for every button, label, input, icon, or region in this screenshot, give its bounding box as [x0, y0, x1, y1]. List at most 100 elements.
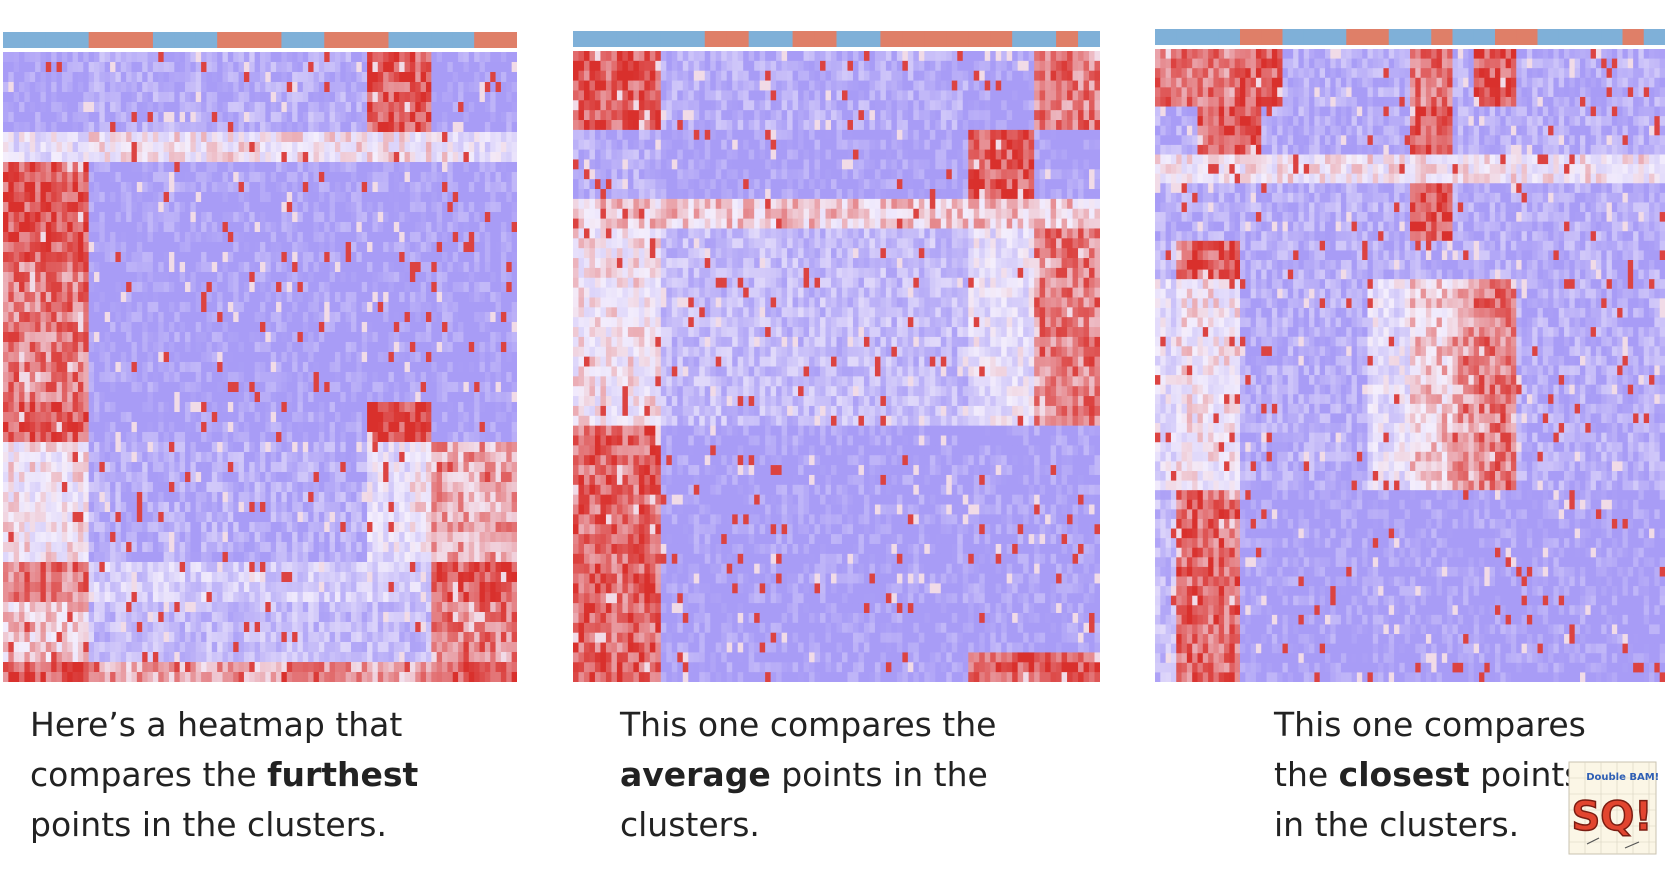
heatmap-cell: [110, 262, 116, 273]
heatmap-cell: [308, 482, 314, 493]
heatmap-cell: [185, 382, 191, 393]
heatmap-cell: [120, 522, 127, 533]
heatmap-cell: [56, 242, 63, 253]
heatmap-cell: [388, 312, 395, 323]
heatmap-row: [3, 362, 517, 373]
heatmap-cell: [388, 412, 395, 423]
heatmap-cell: [3, 212, 9, 223]
heatmap-cell: [420, 512, 427, 523]
heatmap-cell: [334, 532, 341, 543]
heatmap-cell: [233, 412, 239, 423]
heatmap-cell: [120, 232, 127, 243]
heatmap-cell: [67, 272, 73, 283]
heatmap-cell: [383, 132, 389, 143]
heatmap-cell: [254, 152, 261, 163]
heatmap-cell: [474, 122, 480, 133]
heatmap-cell: [72, 172, 79, 183]
heatmap-cell: [233, 532, 239, 543]
heatmap-cell: [185, 142, 191, 153]
heatmap-cell: [474, 72, 480, 83]
heatmap-cell: [511, 152, 517, 163]
heatmap-cell: [99, 402, 106, 413]
heatmap-cell: [484, 372, 491, 383]
heatmap-cell: [329, 442, 336, 453]
heatmap-cell: [329, 312, 336, 323]
heatmap-cell: [3, 302, 9, 313]
heatmap-cell: [227, 542, 234, 553]
heatmap-cell: [142, 182, 148, 193]
heatmap-cell: [511, 522, 517, 533]
heatmap-cell: [61, 442, 68, 453]
heatmap-cell: [24, 532, 31, 543]
column-annotation-cell: [131, 32, 154, 48]
heatmap-cell: [308, 262, 314, 273]
heatmap-cell: [292, 172, 298, 183]
heatmap-cell: [3, 432, 9, 443]
heatmap-cell: [479, 102, 486, 113]
heatmap-cell: [372, 72, 379, 83]
heatmap-cell: [168, 392, 175, 403]
heatmap-cell: [340, 242, 347, 253]
heatmap-cell: [276, 472, 282, 483]
heatmap-cell: [195, 92, 202, 103]
heatmap-cell: [147, 262, 154, 273]
heatmap-cell: [367, 322, 373, 333]
heatmap-cell: [329, 102, 336, 113]
heatmap-cell: [367, 242, 373, 253]
heatmap-cell: [490, 152, 496, 163]
heatmap-cell: [29, 362, 36, 373]
heatmap-cell: [393, 62, 400, 73]
heatmap-cell: [131, 542, 138, 553]
heatmap-cell: [356, 252, 363, 263]
heatmap-cell: [104, 402, 111, 413]
heatmap-cell: [329, 122, 336, 133]
heatmap-cell: [13, 442, 20, 453]
heatmap-cell: [302, 482, 309, 493]
heatmap-cell: [292, 252, 298, 263]
heatmap-cell: [393, 392, 400, 403]
heatmap-cell: [94, 522, 100, 533]
heatmap-cell: [377, 52, 384, 63]
heatmap-cell: [29, 182, 36, 193]
heatmap-cell: [126, 242, 132, 253]
heatmap-cell: [217, 142, 223, 153]
heatmap-cell: [490, 62, 496, 73]
heatmap-cell: [334, 192, 341, 203]
heatmap-cell: [120, 542, 127, 553]
heatmap-cell: [201, 132, 207, 143]
heatmap-cell: [484, 312, 491, 323]
heatmap-cell: [185, 292, 191, 303]
heatmap-cell: [265, 272, 272, 283]
heatmap-cell: [243, 52, 250, 63]
heatmap-cell: [222, 552, 229, 563]
heatmap-cell: [56, 182, 63, 193]
heatmap-cell: [452, 472, 459, 483]
heatmap-cell: [147, 402, 154, 413]
heatmap-cell: [254, 232, 261, 243]
heatmap-cell: [265, 222, 272, 233]
heatmap-cell: [99, 212, 106, 223]
heatmap-cell: [126, 502, 132, 513]
heatmap-cell: [281, 292, 288, 303]
heatmap-cell: [35, 322, 41, 333]
heatmap-cell: [131, 532, 138, 543]
heatmap-cell: [217, 312, 223, 323]
heatmap-cell: [308, 62, 314, 73]
heatmap-cell: [83, 372, 90, 383]
heatmap-cell: [490, 272, 496, 283]
column-annotation-cell: [260, 32, 282, 48]
heatmap-cell: [409, 52, 416, 63]
heatmap-cell: [83, 362, 90, 373]
heatmap-cell: [260, 352, 266, 363]
heatmap-cell: [243, 102, 250, 113]
heatmap-cell: [458, 282, 464, 293]
heatmap-cell: [120, 212, 127, 223]
heatmap-cell: [211, 502, 218, 513]
heatmap-cell: [425, 232, 432, 243]
heatmap-cell: [249, 422, 256, 433]
heatmap-cell: [345, 142, 352, 153]
heatmap-cell: [431, 152, 438, 163]
heatmap-cell: [340, 212, 347, 223]
heatmap-cell: [174, 442, 181, 453]
heatmap-cell: [24, 342, 31, 353]
